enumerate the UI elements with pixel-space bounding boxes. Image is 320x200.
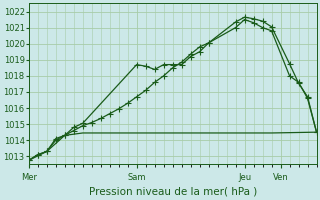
X-axis label: Pression niveau de la mer( hPa ): Pression niveau de la mer( hPa ) (89, 187, 257, 197)
